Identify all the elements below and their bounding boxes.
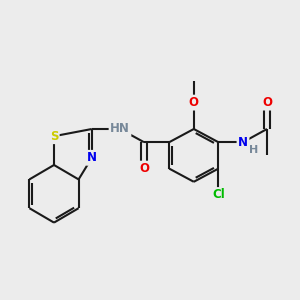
Text: N: N [238,136,248,149]
Text: H: H [249,145,258,155]
Text: Cl: Cl [212,188,225,202]
Text: HN: HN [110,122,130,136]
Text: O: O [262,96,272,109]
Text: O: O [139,162,149,175]
Text: N: N [87,151,97,164]
Text: O: O [189,96,199,109]
Text: S: S [50,130,58,143]
